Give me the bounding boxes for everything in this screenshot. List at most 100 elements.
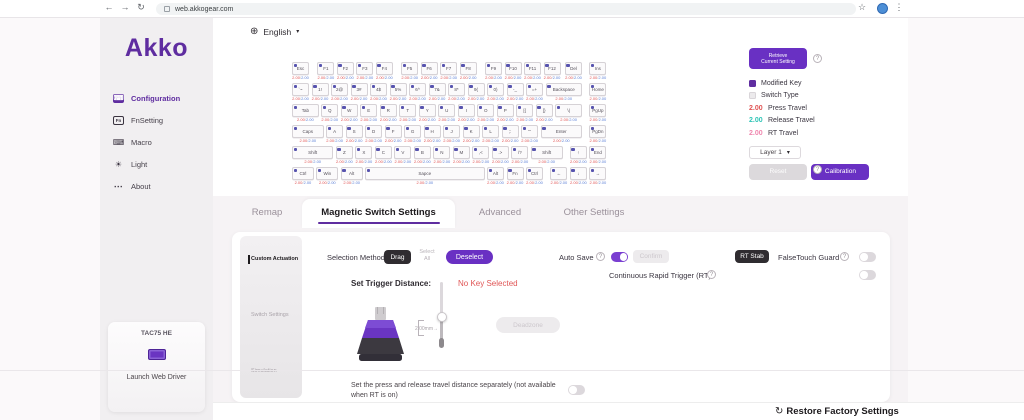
keycap[interactable]: Home bbox=[589, 83, 607, 96]
subnav-item-simulation[interactable]: Simulation bbox=[251, 368, 277, 374]
keycap[interactable]: X bbox=[355, 146, 373, 159]
restore-factory-settings-button[interactable]: ↻ Restore Factory Settings bbox=[775, 406, 899, 417]
keycap[interactable]: 3# bbox=[350, 83, 368, 96]
keycap[interactable]: Fn bbox=[506, 167, 524, 180]
keycap[interactable]: \| bbox=[555, 104, 582, 117]
refresh-icon[interactable]: ↻ bbox=[137, 2, 145, 12]
keycap[interactable]: -_ bbox=[506, 83, 524, 96]
keycap[interactable]: Backspace bbox=[545, 83, 582, 96]
keycap[interactable]: F11 bbox=[524, 62, 542, 75]
continuous-rt-toggle[interactable] bbox=[859, 270, 876, 280]
keycap[interactable]: F1 bbox=[317, 62, 335, 75]
keycap[interactable]: G bbox=[404, 125, 422, 138]
language-selector[interactable]: ⊕ English ▾ bbox=[250, 26, 299, 37]
keycap[interactable]: Win bbox=[316, 167, 339, 180]
keycap[interactable]: → bbox=[589, 167, 607, 180]
tab-other-settings[interactable]: Other Settings bbox=[563, 207, 625, 218]
keycap[interactable]: .> bbox=[491, 146, 509, 159]
falsetouch-guard-toggle[interactable] bbox=[859, 252, 876, 262]
keycap[interactable]: 2@ bbox=[331, 83, 348, 96]
subnav-item-switch-settings[interactable]: Switch Settings bbox=[251, 312, 289, 318]
sidebar-item-configuration[interactable]: ⌨ Configuration bbox=[100, 87, 213, 109]
keycap[interactable]: =+ bbox=[526, 83, 543, 96]
keycap[interactable]: 6^ bbox=[409, 83, 426, 96]
keycap[interactable]: 8* bbox=[448, 83, 465, 96]
keycap[interactable]: F bbox=[384, 125, 402, 138]
back-icon[interactable]: ← bbox=[104, 2, 114, 12]
keycap[interactable]: F7 bbox=[440, 62, 458, 75]
keycap[interactable]: 5% bbox=[389, 83, 407, 96]
keycap[interactable]: N bbox=[433, 146, 451, 159]
keycap[interactable]: 4$ bbox=[370, 83, 387, 96]
reset-button[interactable]: Reset bbox=[749, 163, 807, 180]
tab-remap[interactable]: Remap bbox=[251, 207, 283, 218]
keycap[interactable]: S bbox=[345, 125, 363, 138]
keycap[interactable]: Enter bbox=[540, 125, 582, 138]
help-icon[interactable]: ? bbox=[813, 54, 822, 63]
keycap[interactable]: F12 bbox=[543, 62, 561, 75]
help-icon[interactable]: ? bbox=[596, 252, 605, 261]
profile-avatar[interactable] bbox=[877, 2, 888, 14]
tab-advanced[interactable]: Advanced bbox=[478, 207, 522, 218]
keycap[interactable]: C bbox=[374, 146, 392, 159]
confirm-button[interactable]: Confirm bbox=[633, 250, 669, 263]
keycap[interactable]: D bbox=[365, 125, 383, 138]
keycap[interactable]: H bbox=[423, 125, 441, 138]
keycap[interactable]: ↑ bbox=[569, 146, 587, 159]
tab-magnetic-switch-settings[interactable]: Magnetic Switch Settings bbox=[302, 199, 455, 228]
slider-handle[interactable] bbox=[436, 312, 447, 322]
keycap[interactable]: J bbox=[443, 125, 461, 138]
keycap[interactable]: /? bbox=[511, 146, 529, 159]
keycap[interactable]: T bbox=[399, 104, 417, 117]
trigger-distance-slider[interactable] bbox=[436, 282, 447, 348]
sidebar-item-macro[interactable]: ⌨ Macro bbox=[100, 131, 213, 153]
keycap[interactable]: E bbox=[360, 104, 378, 117]
sidebar-item-about[interactable]: ⋯ About bbox=[100, 175, 213, 197]
keycap[interactable]: ← bbox=[550, 167, 568, 180]
select-all-button[interactable]: Select All bbox=[419, 249, 435, 262]
keycap[interactable]: F4 bbox=[375, 62, 393, 75]
keycap[interactable]: F9 bbox=[485, 62, 503, 75]
keycap[interactable]: Shift bbox=[292, 146, 334, 159]
sidebar-item-light[interactable]: ☀ Light bbox=[100, 153, 213, 175]
keycap[interactable]: Alt bbox=[487, 167, 504, 180]
keycap[interactable]: PgDn bbox=[589, 125, 607, 138]
keycap[interactable]: V bbox=[394, 146, 412, 159]
keycap[interactable]: 0) bbox=[487, 83, 504, 96]
layer-select[interactable]: Layer 1 ▾ bbox=[749, 145, 801, 159]
keycap[interactable]: K bbox=[462, 125, 480, 138]
keycap[interactable]: Sapce bbox=[365, 167, 485, 180]
subnav-item-custom-actuation[interactable]: Custom Actuation bbox=[240, 255, 302, 264]
keycap[interactable]: I bbox=[457, 104, 475, 117]
keycap[interactable]: ↓ bbox=[569, 167, 587, 180]
keycap[interactable]: F10 bbox=[504, 62, 522, 75]
launch-web-driver-button[interactable]: Launch Web Driver bbox=[126, 374, 187, 381]
keycap[interactable]: 9( bbox=[467, 83, 485, 96]
keycap[interactable]: P bbox=[496, 104, 514, 117]
keycap[interactable]: [{ bbox=[516, 104, 534, 117]
keycap[interactable]: Ins bbox=[589, 62, 607, 75]
keycap[interactable]: W bbox=[340, 104, 358, 117]
separate-travel-toggle[interactable] bbox=[568, 385, 585, 395]
keycap[interactable]: F3 bbox=[356, 62, 374, 75]
help-icon[interactable]: ? bbox=[707, 270, 716, 279]
keycap[interactable]: R bbox=[379, 104, 397, 117]
forward-icon[interactable]: → bbox=[120, 2, 130, 12]
keycap[interactable]: F2 bbox=[336, 62, 354, 75]
bookmark-star-icon[interactable]: ☆ bbox=[857, 2, 867, 12]
keycap[interactable]: End bbox=[589, 146, 607, 159]
keycap[interactable]: F6 bbox=[420, 62, 438, 75]
keycap[interactable]: ,< bbox=[472, 146, 490, 159]
keycap[interactable]: M bbox=[452, 146, 470, 159]
keycap[interactable]: Ctrl bbox=[292, 167, 314, 180]
keycap[interactable]: Y bbox=[418, 104, 436, 117]
rt-stab-button[interactable]: RT Stab bbox=[735, 250, 769, 263]
keycap[interactable]: Esc bbox=[292, 62, 309, 75]
keycap[interactable]: Tab bbox=[292, 104, 319, 117]
keycap[interactable]: Z bbox=[335, 146, 353, 159]
keycap[interactable]: O bbox=[477, 104, 495, 117]
drag-button[interactable]: Drag bbox=[384, 250, 411, 264]
address-bar[interactable]: web.akkogear.com bbox=[156, 3, 856, 15]
browser-menu-icon[interactable]: ⋮ bbox=[894, 2, 904, 12]
help-icon[interactable]: ? bbox=[813, 165, 822, 174]
